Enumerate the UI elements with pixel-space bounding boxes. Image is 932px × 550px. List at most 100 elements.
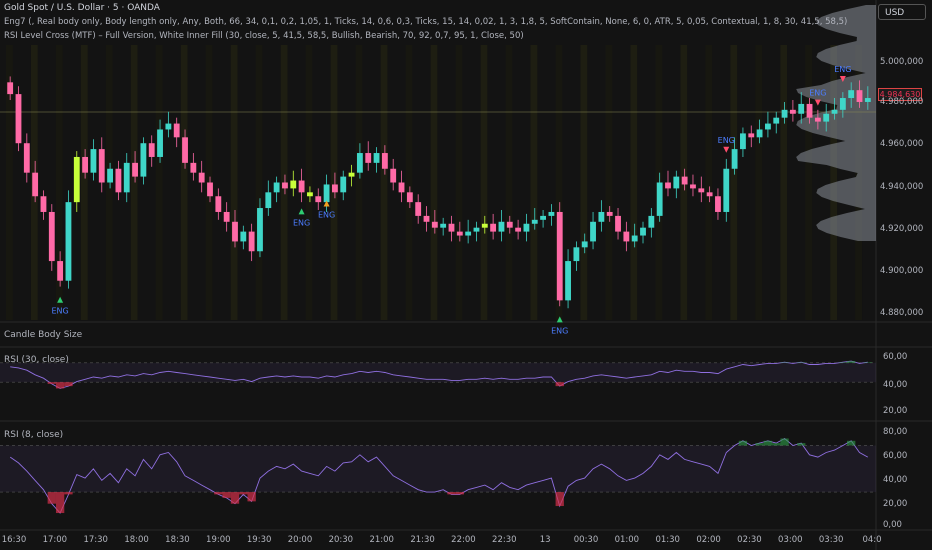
price-axis-label: 4.940,000 xyxy=(880,182,924,192)
candle-body xyxy=(340,176,347,193)
rsi8-axis-label: 0,00 xyxy=(883,520,902,530)
candle-body xyxy=(257,208,263,252)
candle-body xyxy=(531,219,538,224)
candle-body xyxy=(698,188,705,193)
rsi8-overbought-fill xyxy=(780,438,789,446)
candle-body xyxy=(373,153,380,163)
candle-body xyxy=(590,221,596,242)
time-axis-label: 20:30 xyxy=(328,535,354,545)
rsi30-axis-label: 20,00 xyxy=(883,406,908,416)
candle-body xyxy=(331,184,338,193)
background-band xyxy=(80,45,88,320)
indicator-rsi-level-cross-label[interactable]: RSI Level Cross (MTF) – Full Version, Wh… xyxy=(4,31,524,41)
candle-body xyxy=(98,149,105,183)
candle-body-size-pane-label[interactable]: Candle Body Size xyxy=(4,330,83,340)
symbol-title[interactable]: Gold Spot / U.S. Dollar · 5 · OANDA xyxy=(4,3,160,13)
candle-body xyxy=(223,211,230,222)
candle-body xyxy=(398,182,405,193)
currency-button[interactable]: USD xyxy=(878,4,926,20)
candle-body xyxy=(740,133,746,150)
rsi8-oversold-fill xyxy=(222,492,231,498)
rsi8-overbought-fill xyxy=(847,440,856,446)
rsi30-band xyxy=(0,362,876,383)
time-axis-label: 21:30 xyxy=(410,535,435,545)
candle-body xyxy=(307,192,313,197)
candle-body xyxy=(182,137,188,163)
price-axis-label: 4.980,000 xyxy=(880,97,924,107)
eng-arrow-up xyxy=(298,208,305,215)
eng-label: ENG xyxy=(293,218,310,227)
candle-body xyxy=(157,129,163,157)
rsi8-oversold-fill xyxy=(555,492,564,507)
candle-body xyxy=(7,82,14,95)
candle-body xyxy=(723,168,730,212)
price-axis-label: 4.900,000 xyxy=(880,266,924,276)
candle-body xyxy=(57,261,64,281)
rsi30-overbought-fill xyxy=(863,362,872,363)
rsi30-pane-label[interactable]: RSI (30, close) xyxy=(4,355,69,365)
candle-body xyxy=(781,109,788,118)
candle-body xyxy=(298,180,305,193)
background-band xyxy=(455,45,463,320)
rsi8-oversold-fill xyxy=(239,492,248,495)
candle-body xyxy=(523,223,530,232)
background-band xyxy=(355,45,363,320)
candle-body xyxy=(665,182,671,189)
rsi8-pane-label[interactable]: RSI (8, close) xyxy=(4,430,64,440)
candle-body xyxy=(565,261,571,301)
indicator-eng7-label[interactable]: Eng7 (, Real body only, Body length only… xyxy=(4,17,848,27)
rsi30-oversold-fill xyxy=(55,382,65,389)
background-band xyxy=(530,45,538,320)
candle-body xyxy=(640,227,646,236)
rsi30-overbought-fill xyxy=(847,361,856,363)
candle-body xyxy=(681,176,688,185)
price-axis-label: 5.000,000 xyxy=(880,57,924,67)
background-band xyxy=(55,45,63,320)
eng-label: ENG xyxy=(809,89,826,98)
rsi8-overbought-fill xyxy=(797,443,806,446)
rsi8-overbought-fill xyxy=(755,443,764,446)
time-axis-label: 03:00 xyxy=(778,535,803,545)
background-band xyxy=(6,45,13,320)
time-axis-label: 03:30 xyxy=(818,535,844,545)
candle-body xyxy=(132,162,138,177)
candle-body xyxy=(606,211,613,216)
candle-body xyxy=(456,231,463,236)
price-axis-label: 4.880,000 xyxy=(880,308,924,318)
rsi8-overbought-fill xyxy=(763,440,773,446)
candle-body xyxy=(65,202,72,281)
candle-body xyxy=(465,231,472,236)
rsi8-axis-label: 60,00 xyxy=(883,451,908,461)
candle-body xyxy=(423,215,430,222)
candle-body xyxy=(715,196,721,212)
rsi30-axis-label: 60,00 xyxy=(883,352,908,362)
candle-body xyxy=(573,247,580,262)
eng-arrow-down xyxy=(814,99,821,106)
candle-body xyxy=(140,143,147,177)
background-band xyxy=(230,45,238,320)
candle-body xyxy=(73,156,80,203)
rsi8-oversold-fill xyxy=(64,492,73,495)
rsi8-overbought-fill xyxy=(738,440,748,446)
rsi8-axis-label: 40,00 xyxy=(883,475,908,485)
background-band xyxy=(605,45,613,320)
eng-label: ENG xyxy=(52,307,69,316)
candle-body xyxy=(381,153,388,169)
candle-body xyxy=(648,215,655,228)
candle-body xyxy=(165,123,172,130)
time-axis-label: 18:30 xyxy=(165,535,190,545)
rsi8-axis-label: 80,00 xyxy=(883,427,908,437)
rsi30-line xyxy=(10,360,868,389)
time-axis-label: 02:30 xyxy=(737,535,762,545)
time-axis-label: 19:30 xyxy=(246,535,272,545)
candle-body xyxy=(90,149,97,173)
candle-body xyxy=(265,192,272,209)
price-axis-label: 4.920,000 xyxy=(880,224,924,234)
candle-body xyxy=(273,182,280,193)
candle-body xyxy=(598,211,605,222)
eng-label: ENG xyxy=(318,210,335,219)
background-band xyxy=(505,45,513,320)
rsi8-line xyxy=(9,437,869,514)
candle-body xyxy=(107,168,114,183)
